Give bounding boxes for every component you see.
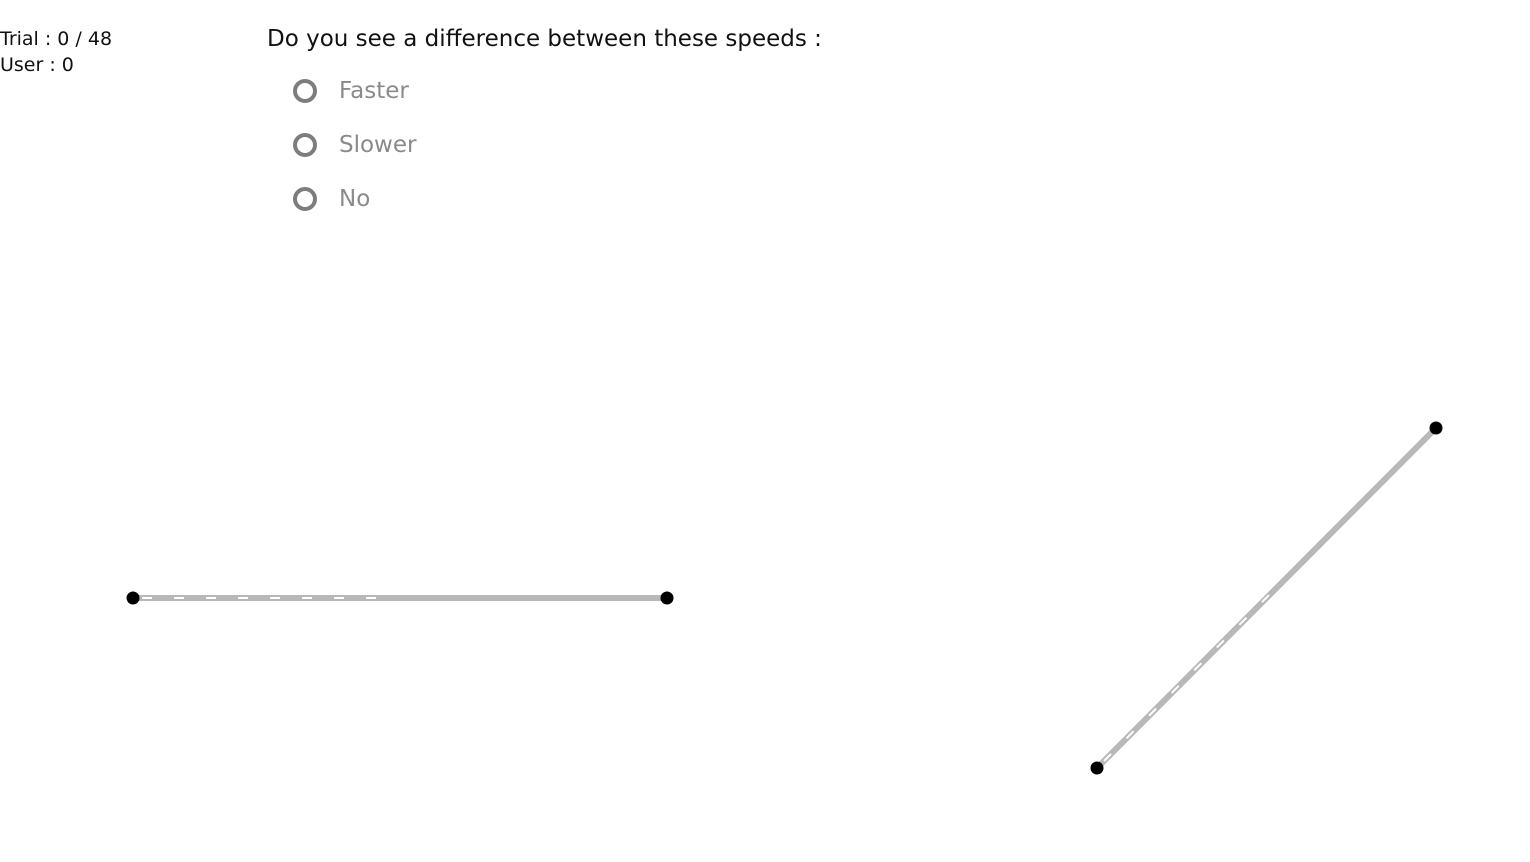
radio-button-no[interactable] bbox=[293, 187, 317, 211]
question-text: Do you see a difference between these sp… bbox=[267, 26, 822, 52]
option-slower[interactable]: Slower bbox=[293, 128, 416, 162]
option-no[interactable]: No bbox=[293, 182, 416, 216]
status-panel: Trial : 0 / 48 User : 0 bbox=[0, 26, 112, 78]
radio-button-faster[interactable] bbox=[293, 79, 317, 103]
answer-options: Faster Slower No bbox=[293, 74, 416, 236]
left-start-dot bbox=[126, 591, 140, 605]
option-label-slower: Slower bbox=[339, 132, 417, 158]
radio-button-slower[interactable] bbox=[293, 133, 317, 157]
right-end-dot bbox=[1429, 421, 1443, 435]
trial-counter: Trial : 0 / 48 bbox=[0, 28, 113, 50]
left-end-dot bbox=[660, 591, 674, 605]
user-id: User : 0 bbox=[0, 54, 74, 76]
option-faster[interactable]: Faster bbox=[293, 74, 416, 108]
option-label-faster: Faster bbox=[339, 78, 409, 104]
right-start-dot bbox=[1090, 761, 1104, 775]
right-stimulus bbox=[1090, 421, 1443, 775]
option-label-no: No bbox=[339, 186, 371, 212]
left-stimulus bbox=[126, 591, 674, 605]
